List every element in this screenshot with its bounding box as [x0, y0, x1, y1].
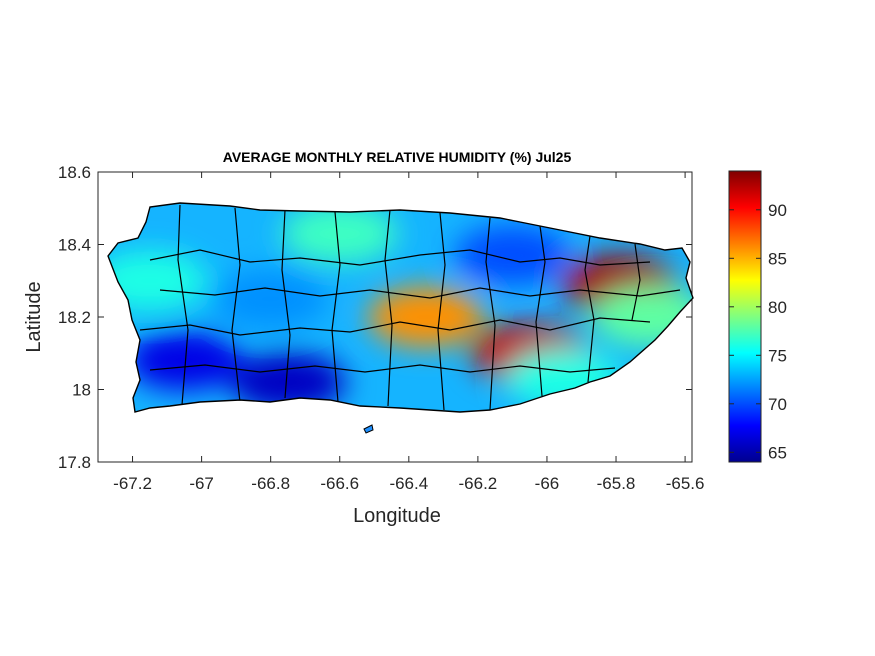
colorbar-ticks: 65 70 75 80 85 90: [729, 201, 787, 462]
x-tick-label: -66.2: [459, 474, 498, 493]
x-tick-label: -66.4: [389, 474, 428, 493]
heat-region: [212, 268, 329, 329]
x-tick-label: -66.6: [320, 474, 359, 493]
municipality-borders: [139, 204, 681, 411]
x-tick-label: -67: [189, 474, 214, 493]
y-tick-label: 18.4: [58, 236, 91, 255]
heat-region: [281, 203, 398, 264]
y-axis-label: Latitude: [23, 281, 45, 352]
colorbar-tick-label: 90: [768, 201, 787, 220]
islet: [363, 424, 374, 434]
heat-region: [454, 225, 571, 286]
x-tick-label: -66.8: [251, 474, 290, 493]
colorbar-tick-label: 80: [768, 298, 787, 317]
y-tick-label: 18: [72, 381, 91, 400]
colorbar-tick-label: 70: [768, 395, 787, 414]
x-tick-label: -65.8: [597, 474, 636, 493]
x-axis: -67.2 -67 -66.8 -66.6 -66.4 -66.2 -66 -65.8 -65.…: [113, 172, 704, 493]
chart-title: AVERAGE MONTHLY RELATIVE HUMIDITY (%) Ju…: [223, 149, 572, 165]
colorbar-tick-label: 65: [768, 443, 787, 462]
colorbar-tick-label: 75: [768, 346, 787, 365]
y-axis: 17.8 18 18.2 18.4 18.6: [58, 163, 692, 472]
x-tick-label: -67.2: [113, 474, 152, 493]
x-tick-label: -66: [535, 474, 560, 493]
heat-region: [126, 330, 243, 391]
island-outline: [107, 202, 694, 413]
x-tick-label: -65.6: [666, 474, 705, 493]
x-axis-label: Longitude: [353, 505, 441, 527]
heat-region: [229, 352, 346, 412]
y-tick-label: 18.2: [58, 308, 91, 327]
y-tick-label: 17.8: [58, 453, 91, 472]
colorbar: [728, 170, 762, 463]
heat-region: [368, 287, 485, 347]
colorbar-tick-label: 85: [768, 249, 787, 268]
heatmap-layer: [108, 203, 693, 412]
y-tick-label: 18.6: [58, 163, 91, 182]
